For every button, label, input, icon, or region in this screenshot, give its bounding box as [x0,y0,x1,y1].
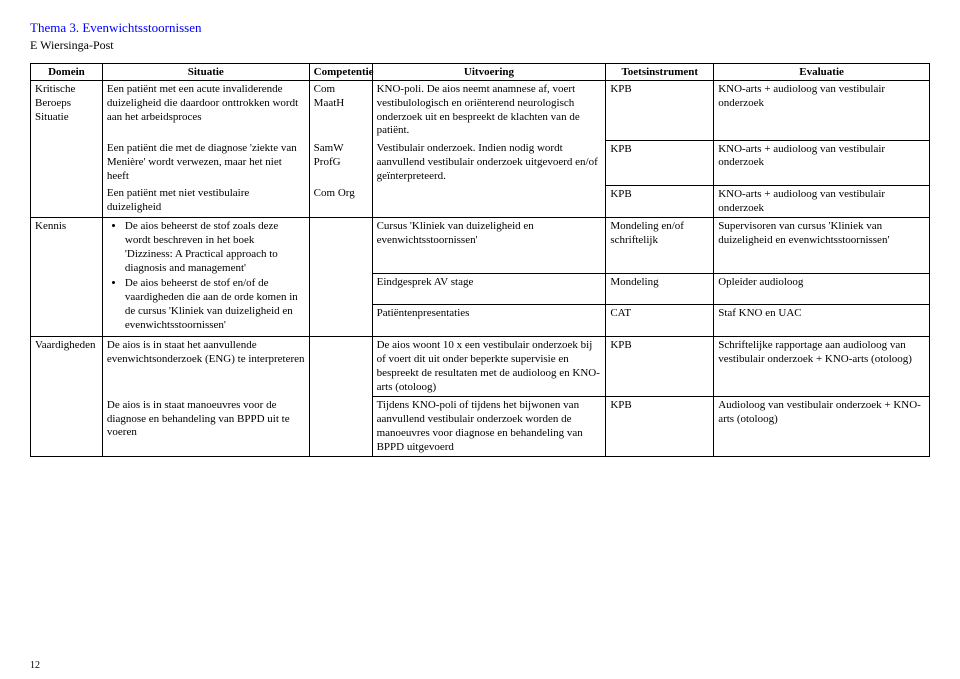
bullet-item: De aios beheerst de stof zoals deze word… [125,220,305,275]
bullet-list: De aios beheerst de stof zoals deze word… [107,220,305,332]
cell-domein: Vaardigheden [31,337,103,457]
cell-toets: Mondeling en/of schriftelijk [606,218,714,273]
cell-toets: KPB [606,185,714,218]
table-row: Kritische Beroeps Situatie Een patiënt m… [31,81,930,141]
cell-eval: Staf KNO en UAC [714,305,930,337]
table-header-row: Domein Situatie Competentie Uitvoering T… [31,64,930,81]
cell-eval: KNO-arts + audioloog van vestibulair ond… [714,81,930,141]
cell-situatie-bullets: De aios beheerst de stof zoals deze word… [102,218,309,337]
table-row: Een patiënt die met de diagnose 'ziekte … [31,140,930,185]
table-row: Vaardigheden De aios is in staat het aan… [31,337,930,397]
cell-situatie: De aios is in staat het aanvullende even… [102,337,309,397]
cell-toets: KPB [606,397,714,457]
cell-eval: Audioloog van vestibulair onderzoek + KN… [714,397,930,457]
cell-situatie: Een patiënt met niet vestibulaire duizel… [102,185,309,218]
cell-comp: Com Org [309,185,372,218]
col-uitvoering: Uitvoering [372,64,606,81]
cell-domein: Kennis [31,218,103,337]
cell-situatie: Een patiënt die met de diagnose 'ziekte … [102,140,309,185]
col-domein: Domein [31,64,103,81]
cell-uitv: Tijdens KNO-poli of tijdens het bijwonen… [372,397,606,457]
cell-eval: Schriftelijke rapportage aan audioloog v… [714,337,930,397]
cell-uitv [372,185,606,218]
cell-eval: KNO-arts + audioloog van vestibulair ond… [714,185,930,218]
cell-uitv: De aios woont 10 x een vestibulair onder… [372,337,606,397]
col-evaluatie: Evaluatie [714,64,930,81]
cell-uitv: KNO-poli. De aios neemt anamnese af, voe… [372,81,606,141]
cell-uitv: Vestibulair onderzoek. Indien nodig word… [372,140,606,185]
cell-comp: SamW ProfG [309,140,372,185]
cell-toets: Mondeling [606,273,714,305]
cell-uitv: Cursus 'Kliniek van duizeligheid en even… [372,218,606,273]
cell-eval: Supervisoren van cursus 'Kliniek van dui… [714,218,930,273]
cell-toets: KPB [606,140,714,185]
cell-situatie: De aios is in staat manoeuvres voor de d… [102,397,309,457]
cell-domein: Kritische Beroeps Situatie [31,81,103,218]
page-number: 12 [30,660,40,671]
page: Thema 3. Evenwichtsstoornissen E Wiersin… [0,0,960,679]
cell-eval: Opleider audioloog [714,273,930,305]
cell-toets: CAT [606,305,714,337]
page-subtitle: E Wiersinga-Post [30,38,930,53]
cell-uitv: Patiëntenpresentaties [372,305,606,337]
cell-uitv: Eindgesprek AV stage [372,273,606,305]
page-title: Thema 3. Evenwichtsstoornissen [30,20,930,36]
cell-situatie: Een patiënt met een acute invaliderende … [102,81,309,141]
table-row: Een patiënt met niet vestibulaire duizel… [31,185,930,218]
main-table: Domein Situatie Competentie Uitvoering T… [30,63,930,457]
cell-toets: KPB [606,337,714,397]
cell-comp: Com MaatH [309,81,372,141]
table-row: Kennis De aios beheerst de stof zoals de… [31,218,930,273]
table-row: De aios is in staat manoeuvres voor de d… [31,397,930,457]
cell-comp [309,337,372,457]
col-competentie: Competentie [309,64,372,81]
cell-toets: KPB [606,81,714,141]
bullet-item: De aios beheerst de stof en/of de vaardi… [125,277,305,332]
cell-comp [309,218,372,337]
col-situatie: Situatie [102,64,309,81]
col-toetsinstrument: Toetsinstrument [606,64,714,81]
cell-eval: KNO-arts + audioloog van vestibulair ond… [714,140,930,185]
